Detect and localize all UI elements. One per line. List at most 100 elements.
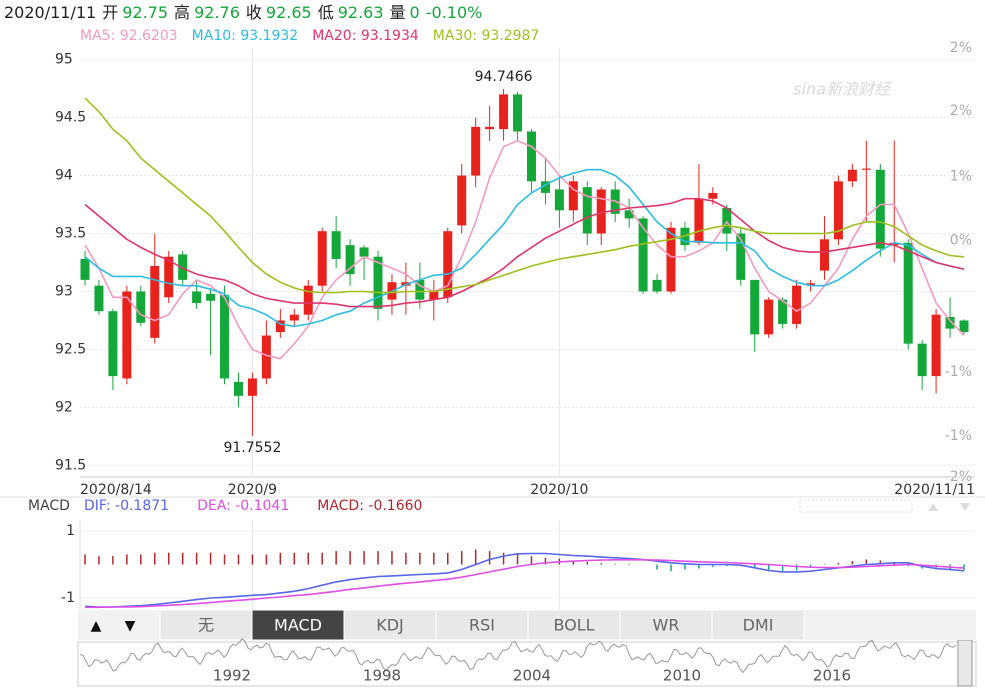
quote-value: 92.75 xyxy=(122,3,168,22)
legend-value: 93.1934 xyxy=(361,28,419,44)
navigator-year: 1998 xyxy=(363,667,401,685)
candle-body xyxy=(289,314,299,321)
candle-body xyxy=(694,198,704,243)
candle-body xyxy=(889,242,899,246)
indicator-label[interactable]: BOLL xyxy=(553,616,594,635)
candle-body xyxy=(331,231,341,260)
candle-body xyxy=(220,294,230,379)
indicator-label[interactable]: 无 xyxy=(198,616,214,635)
candle-body xyxy=(596,189,606,234)
down-icon[interactable] xyxy=(960,503,970,511)
macd-header: MACD DIF: -0.1871 DEA: -0.1041 MACD: -0.166… xyxy=(28,498,422,514)
candle-body xyxy=(247,378,257,396)
ma-legend: MA5: 92.6203 MA10: 93.1932 MA20: 93.1934 MA… xyxy=(80,28,539,44)
indicator-label[interactable]: DMI xyxy=(743,616,774,635)
indicator-label[interactable]: MACD xyxy=(274,616,322,635)
indicator-tab[interactable] xyxy=(251,609,345,641)
legend-value: 92.6203 xyxy=(120,28,178,44)
candle-body xyxy=(833,181,843,240)
range-box xyxy=(799,499,913,513)
legend-sep: : xyxy=(472,28,481,44)
quote-label: 量 xyxy=(390,3,406,22)
navigator-year: 2016 xyxy=(813,667,851,685)
y-tick-label: 95 xyxy=(55,52,73,68)
candle-body xyxy=(499,94,509,130)
extreme-label: 94.7466 xyxy=(475,69,533,85)
up-icon[interactable] xyxy=(928,503,938,511)
legend-sep: : xyxy=(231,28,240,44)
candle-body xyxy=(359,247,369,257)
macd-line xyxy=(84,552,965,608)
y2-tick-label: 2% xyxy=(950,40,972,56)
candle-body xyxy=(345,245,355,275)
scroll-down[interactable]: ▼ xyxy=(125,618,136,634)
candle-body xyxy=(206,293,216,301)
y-tick-label: 93 xyxy=(55,283,73,299)
candle-body xyxy=(261,335,271,379)
x-tick-label: 2020/8/14 xyxy=(80,482,152,498)
legend-sep: : xyxy=(352,28,361,44)
macd-legend-sep: : xyxy=(106,498,115,514)
candle-body xyxy=(875,169,885,249)
candle-body xyxy=(708,192,718,199)
legend-value: 93.2987 xyxy=(481,28,539,44)
candle-body xyxy=(847,169,857,182)
candle-body xyxy=(540,181,550,193)
navigator-handle[interactable] xyxy=(957,639,973,687)
candle-body xyxy=(108,311,118,377)
candle-body xyxy=(931,314,941,377)
macd-tick-label: 1 xyxy=(66,523,75,539)
candle-body xyxy=(959,320,969,333)
candle-body xyxy=(233,381,243,396)
x-tick-label: 2020/10 xyxy=(530,482,588,498)
macd-legend-value: -0.1041 xyxy=(235,498,289,514)
candle-body xyxy=(945,316,955,329)
indicator-label[interactable]: KDJ xyxy=(376,616,404,635)
extreme-label: 91.7552 xyxy=(223,440,281,456)
candle-body xyxy=(164,256,174,298)
y2-tick-label: 2% xyxy=(950,103,972,119)
y2-tick-label: -1% xyxy=(945,428,972,444)
candle-body xyxy=(750,279,760,335)
y-tick-label: 92 xyxy=(55,399,73,415)
ma-line xyxy=(84,168,965,328)
candle-body xyxy=(457,175,467,226)
y2-tick-label: 1% xyxy=(950,169,972,185)
quote-value: 0 xyxy=(410,3,420,22)
y-tick-label: 94.5 xyxy=(55,110,86,126)
ma-line xyxy=(84,197,965,308)
indicator-tab[interactable] xyxy=(619,609,713,641)
macd-legend-sep: : xyxy=(359,498,368,514)
candle-body xyxy=(373,256,383,309)
candle-body xyxy=(415,279,425,300)
indicator-label[interactable]: WR xyxy=(653,616,680,635)
y-tick-label: 93.5 xyxy=(55,226,86,242)
y2-tick-label: 0% xyxy=(950,233,972,249)
candle-body xyxy=(150,265,160,338)
scroll-up[interactable]: ▲ xyxy=(91,618,102,634)
x-tick-label: 2020/11/11 xyxy=(894,482,975,498)
candle-body xyxy=(303,285,313,315)
indicator-tab[interactable] xyxy=(527,609,621,641)
indicator-tab[interactable] xyxy=(435,609,529,641)
navigator-year: 1992 xyxy=(213,667,251,685)
indicator-tab[interactable] xyxy=(711,609,805,641)
navigator-year: 2004 xyxy=(513,667,551,685)
candle-body xyxy=(178,254,188,280)
candle-body xyxy=(513,94,523,132)
quote-change: -0.10% xyxy=(426,3,483,22)
candle-body xyxy=(471,126,481,176)
candle-body xyxy=(778,299,788,324)
y-tick-label: 94 xyxy=(55,168,73,184)
indicator-label[interactable]: RSI xyxy=(469,616,495,635)
candle-body xyxy=(485,126,495,130)
macd-tools xyxy=(799,499,970,513)
candle-body xyxy=(903,242,913,344)
candle-body xyxy=(638,218,648,292)
legend-name: MA30 xyxy=(433,28,472,44)
legend-name: MA10 xyxy=(192,28,231,44)
navigator-line xyxy=(79,638,957,674)
candle-body xyxy=(275,320,285,333)
quote-header: 2020/11/11 开 92.75 高 92.76 收 92.65 低 92.63 量 0 -0.1… xyxy=(4,3,482,22)
